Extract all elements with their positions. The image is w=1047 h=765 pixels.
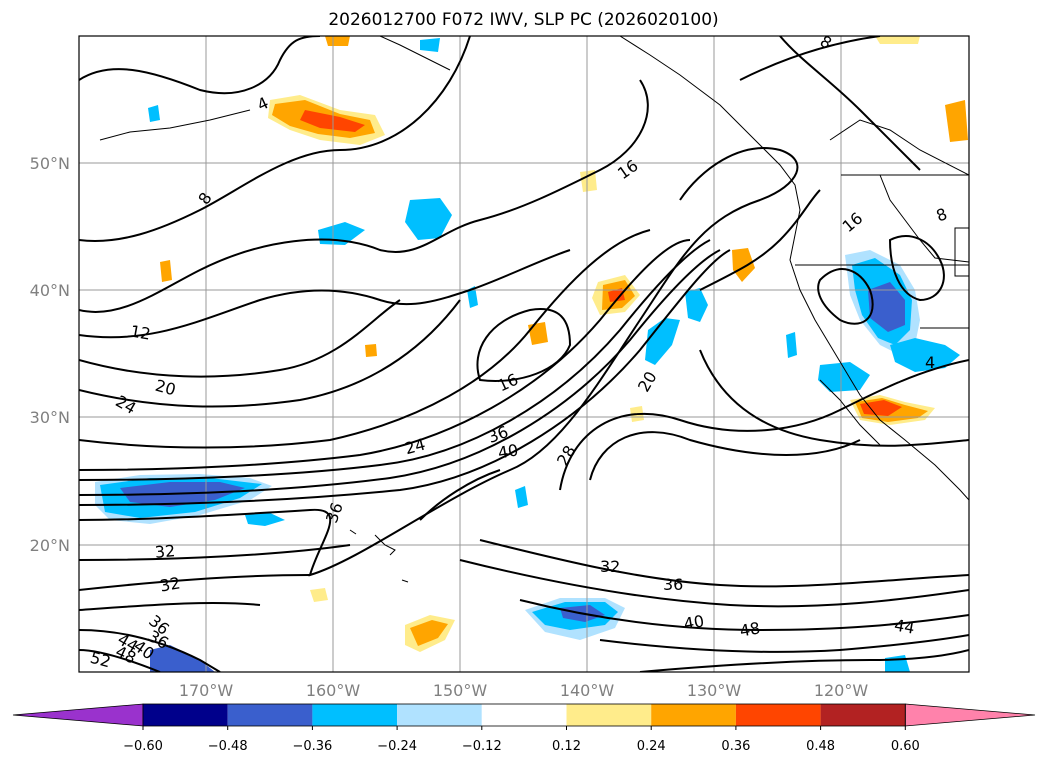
lat-label-30n: 30°N bbox=[30, 408, 70, 427]
colorbar-tick-label: −0.12 bbox=[462, 739, 502, 754]
contour-label: 24 bbox=[403, 435, 428, 459]
colorbar-segment bbox=[397, 704, 482, 726]
lat-label-40n: 40°N bbox=[30, 281, 70, 300]
longitude-labels: 170°W 160°W 150°W 140°W 130°W 120°W bbox=[179, 681, 869, 700]
colorbar-ticks bbox=[142, 726, 906, 730]
colorbar-tick-label: 0.12 bbox=[552, 739, 581, 754]
colorbar-segment bbox=[651, 704, 736, 726]
colorbar-tick-label: −0.24 bbox=[377, 739, 417, 754]
colorbar-tick-label: 0.48 bbox=[806, 739, 835, 754]
colorbar-tick-label: 0.60 bbox=[891, 739, 920, 754]
contour-label: 12 bbox=[129, 321, 152, 343]
map-plot-area: 4 8 16 12 20 24 16 24 36 40 28 20 36 32 … bbox=[79, 36, 969, 672]
contour-label: 32 bbox=[158, 573, 181, 595]
lon-label-170w: 170°W bbox=[179, 681, 234, 700]
map-title: 2026012700 F072 IWV, SLP PC (2026020100) bbox=[328, 10, 719, 30]
contour-label: 40 bbox=[496, 440, 519, 462]
lon-label-120w: 120°W bbox=[814, 681, 869, 700]
colorbar-segment bbox=[820, 704, 906, 726]
contour-label: 40 bbox=[682, 611, 705, 633]
colorbar-tick-label: 0.36 bbox=[721, 739, 750, 754]
colorbar-segment bbox=[312, 704, 398, 726]
colorbar-segment bbox=[227, 704, 313, 726]
contour-label: 20 bbox=[153, 376, 178, 400]
contour-label: 48 bbox=[738, 618, 761, 640]
slp-contours bbox=[79, 36, 969, 672]
contour-label: 52 bbox=[88, 648, 113, 672]
map-border bbox=[78, 35, 970, 673]
colorbar: −0.60 −0.48 −0.36 −0.24 −0.12 0.12 0.24 … bbox=[12, 703, 1036, 754]
colorbar-tick-label: −0.36 bbox=[292, 739, 332, 754]
colorbar-extension-high bbox=[904, 703, 1036, 727]
contour-label: 36 bbox=[663, 575, 683, 594]
colorbar-tick-label: 0.24 bbox=[637, 739, 666, 754]
colorbar-extension-low bbox=[12, 703, 144, 727]
colorbar-segment bbox=[143, 704, 228, 726]
colorbar-segment bbox=[566, 704, 652, 726]
colorbar-tick-label: −0.60 bbox=[123, 739, 163, 754]
lon-label-130w: 130°W bbox=[687, 681, 742, 700]
colorbar-frame bbox=[142, 703, 906, 727]
colorbar-segment bbox=[735, 704, 821, 726]
lon-label-140w: 140°W bbox=[560, 681, 615, 700]
lon-label-160w: 160°W bbox=[306, 681, 361, 700]
contour-label: 32 bbox=[600, 557, 620, 576]
contour-label: 4 bbox=[925, 353, 935, 372]
contour-label: 32 bbox=[154, 541, 176, 562]
colorbar-tick-labels: −0.60 −0.48 −0.36 −0.24 −0.12 0.12 0.24 … bbox=[123, 739, 920, 754]
colorbar-segment bbox=[481, 704, 567, 726]
coastlines bbox=[99, 36, 969, 583]
lat-label-50n: 50°N bbox=[30, 154, 70, 173]
anomaly-shading bbox=[95, 36, 968, 672]
contour-label: 44 bbox=[893, 615, 916, 637]
lon-label-150w: 150°W bbox=[433, 681, 488, 700]
latitude-labels: 50°N 40°N 30°N 20°N bbox=[30, 154, 70, 555]
lat-label-20n: 20°N bbox=[30, 536, 70, 555]
graticule bbox=[79, 36, 969, 672]
colorbar-tick-label: −0.48 bbox=[208, 739, 248, 754]
